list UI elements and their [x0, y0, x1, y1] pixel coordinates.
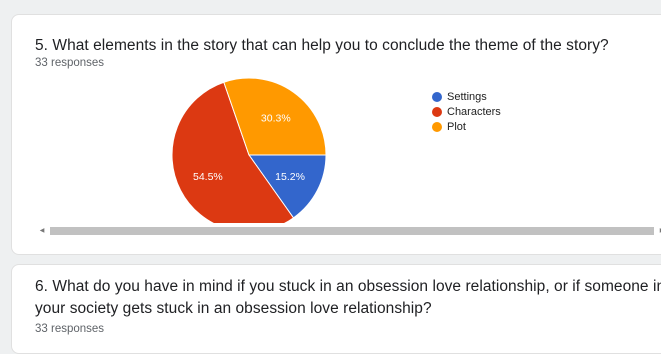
scroll-thumb[interactable] — [50, 227, 654, 235]
pie-chart: 15.2% 54.5% 30.3% — [171, 77, 327, 223]
scroll-left-icon[interactable]: ◀ — [39, 228, 45, 234]
legend-item-plot: Plot — [432, 119, 501, 134]
legend-label: Plot — [447, 120, 466, 133]
response-count: 33 responses — [35, 323, 105, 335]
legend-item-settings: Settings — [432, 89, 501, 104]
legend-dot-icon — [432, 91, 442, 102]
pie-label-characters: 54.5% — [193, 171, 223, 183]
pie-label-settings: 15.2% — [275, 171, 305, 183]
pie-slice-settings[interactable] — [248, 154, 327, 219]
question-card: 5. What elements in the story that can h… — [11, 14, 661, 255]
legend-label: Settings — [447, 90, 487, 103]
question-card: 6. What do you have in mind if you stuck… — [11, 264, 661, 354]
legend-dot-icon — [432, 106, 442, 117]
question-title: 5. What elements in the story that can h… — [35, 37, 609, 54]
pie-slice-plot[interactable] — [223, 77, 327, 156]
pie-label-plot: 30.3% — [261, 112, 291, 124]
legend-label: Characters — [447, 105, 501, 118]
pie-slice-characters[interactable] — [171, 81, 295, 223]
response-count: 33 responses — [35, 57, 105, 69]
question-title-line2: your society gets stuck in an obsession … — [35, 300, 432, 317]
legend-item-characters: Characters — [432, 104, 501, 119]
chart-legend: Settings Characters Plot — [432, 89, 501, 134]
scroll-right-icon[interactable]: ▶ — [656, 225, 661, 237]
legend-dot-icon — [432, 121, 442, 132]
horizontal-scrollbar[interactable]: ◀ ▶ — [36, 225, 661, 237]
scroll-track[interactable] — [50, 227, 654, 235]
question-title: 6. What do you have in mind if you stuck… — [35, 278, 661, 295]
